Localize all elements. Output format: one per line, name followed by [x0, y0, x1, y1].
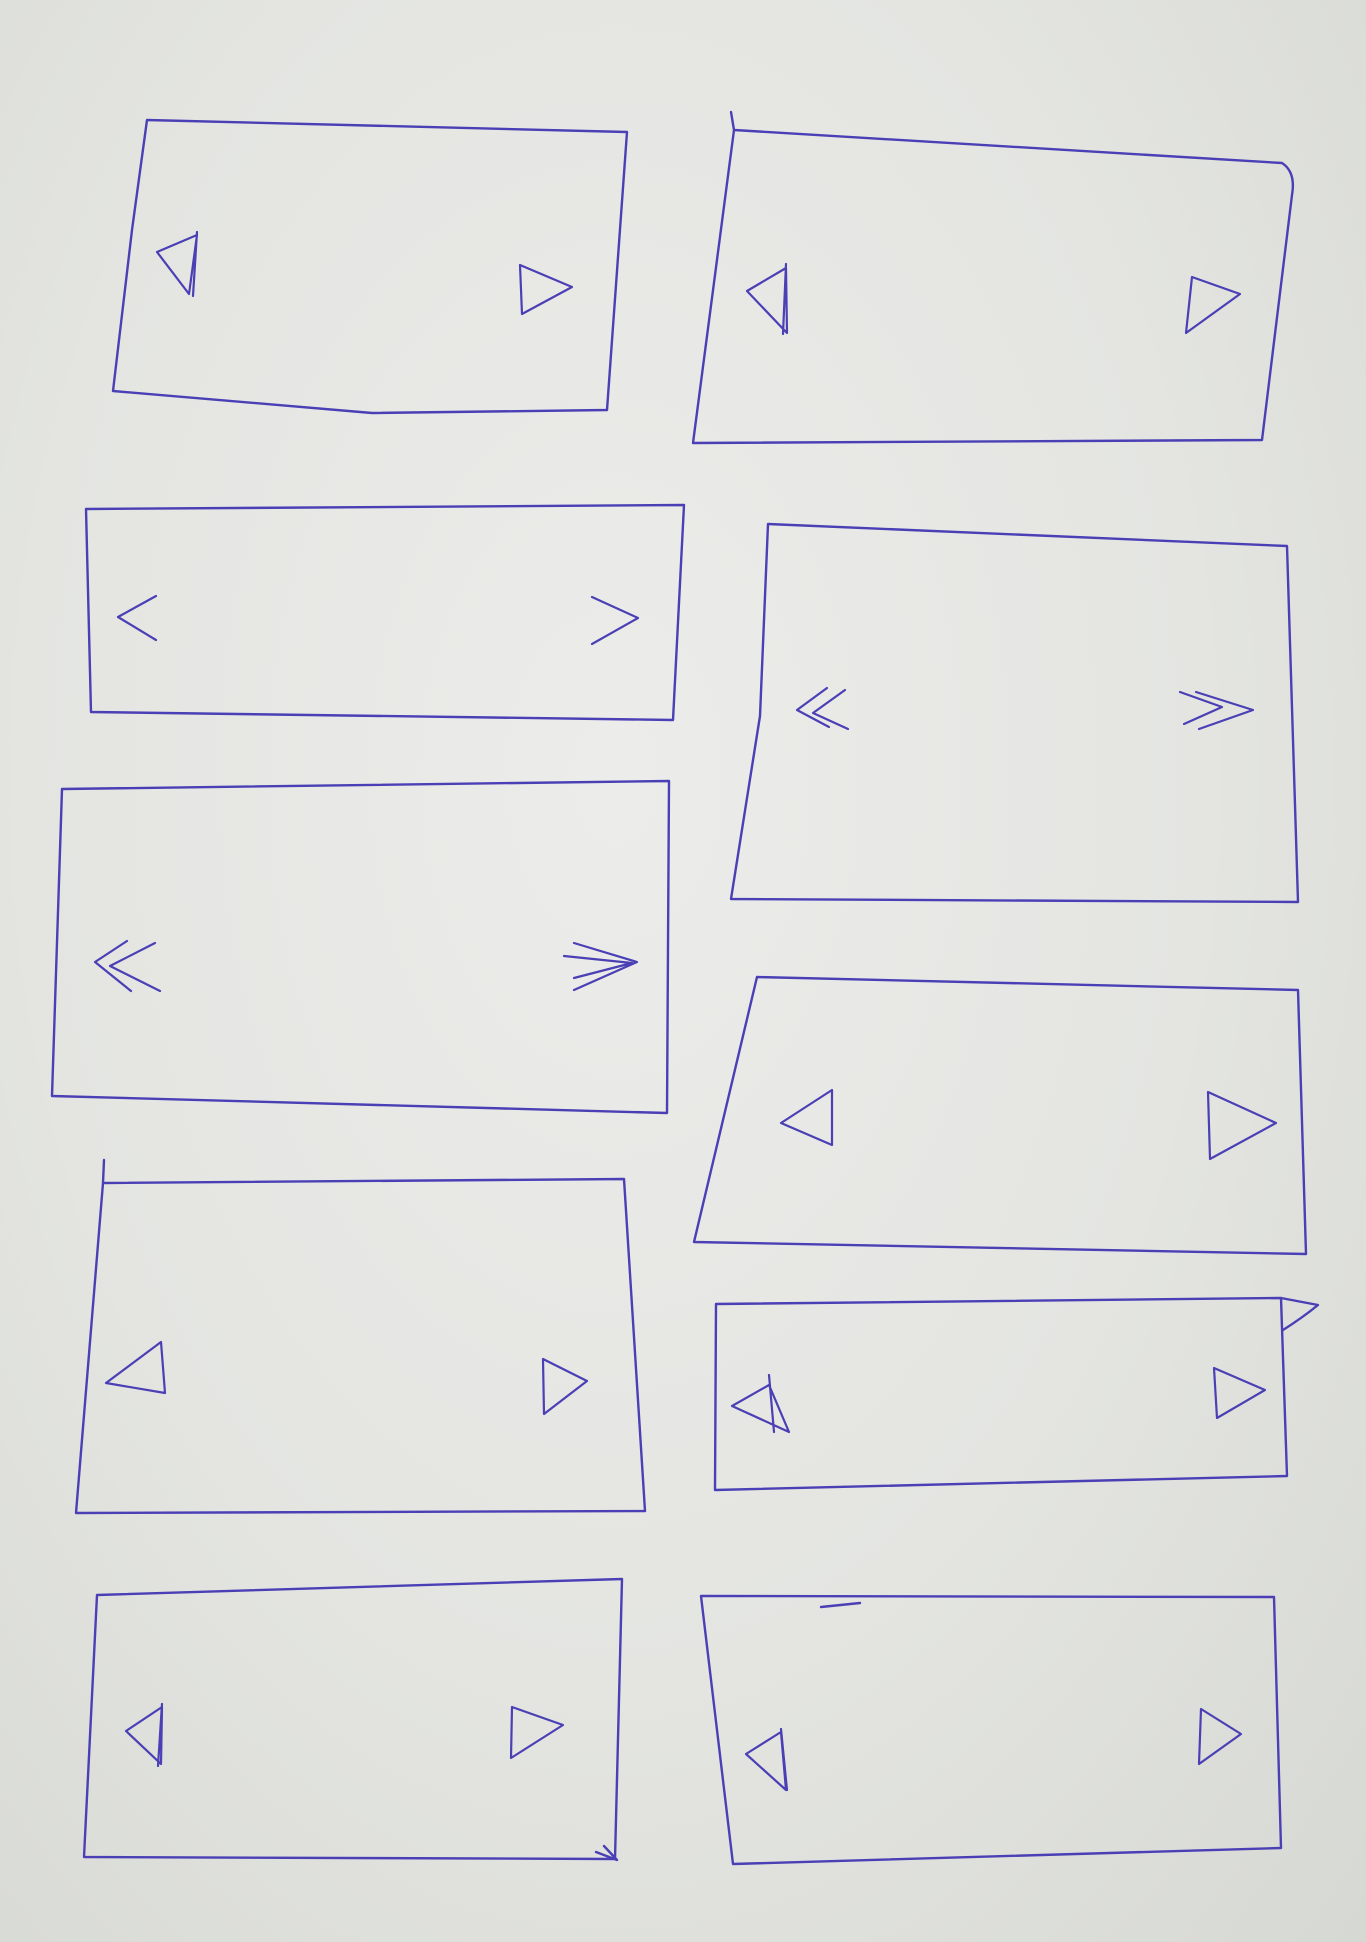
slide-frame: [50, 779, 671, 1115]
slide-frame: [691, 110, 1295, 445]
triangle-right-icon[interactable]: [518, 263, 574, 316]
triangle-right-icon[interactable]: [1206, 1090, 1278, 1161]
double-chevron-left-icon[interactable]: [93, 939, 162, 993]
triangle-right-icon[interactable]: [509, 1705, 565, 1760]
double-chevron-right-icon[interactable]: [562, 941, 639, 992]
slide-frame: [82, 1577, 624, 1862]
carousel-wireframe-4: [729, 522, 1300, 904]
carousel-wireframe-9: [82, 1577, 624, 1862]
carousel-wireframe-1: [111, 118, 629, 415]
double-chevron-right-icon[interactable]: [1178, 690, 1255, 731]
carousel-wireframe-2: [691, 110, 1295, 445]
triangle-right-icon[interactable]: [1184, 275, 1242, 335]
triangle-right-icon[interactable]: [541, 1357, 589, 1416]
carousel-wireframe-7: [74, 1158, 647, 1515]
slide-frame: [84, 503, 686, 722]
triangle-left-icon[interactable]: [104, 1340, 167, 1395]
triangle-left-icon[interactable]: [155, 230, 199, 298]
chevron-left-icon[interactable]: [116, 594, 158, 642]
chevron-right-icon[interactable]: [590, 595, 640, 646]
carousel-wireframe-10: [699, 1594, 1283, 1866]
carousel-wireframe-6: [692, 975, 1308, 1256]
triangle-left-icon[interactable]: [745, 262, 789, 336]
slide-frame: [713, 1296, 1320, 1492]
triangle-right-icon[interactable]: [1197, 1707, 1243, 1766]
slide-frame: [111, 118, 629, 415]
triangle-left-icon[interactable]: [730, 1373, 791, 1434]
triangle-left-icon[interactable]: [744, 1727, 789, 1792]
triangle-left-icon[interactable]: [124, 1702, 164, 1768]
carousel-wireframe-3: [84, 503, 686, 722]
triangle-left-icon[interactable]: [779, 1088, 834, 1147]
slide-frame: [74, 1158, 647, 1515]
triangle-right-icon[interactable]: [1212, 1366, 1267, 1420]
slide-frame: [729, 522, 1300, 904]
carousel-wireframe-8: [713, 1296, 1320, 1492]
slide-frame: [699, 1594, 1283, 1866]
carousel-wireframe-5: [50, 779, 671, 1115]
double-chevron-left-icon[interactable]: [795, 686, 850, 731]
slide-frame: [692, 975, 1308, 1256]
